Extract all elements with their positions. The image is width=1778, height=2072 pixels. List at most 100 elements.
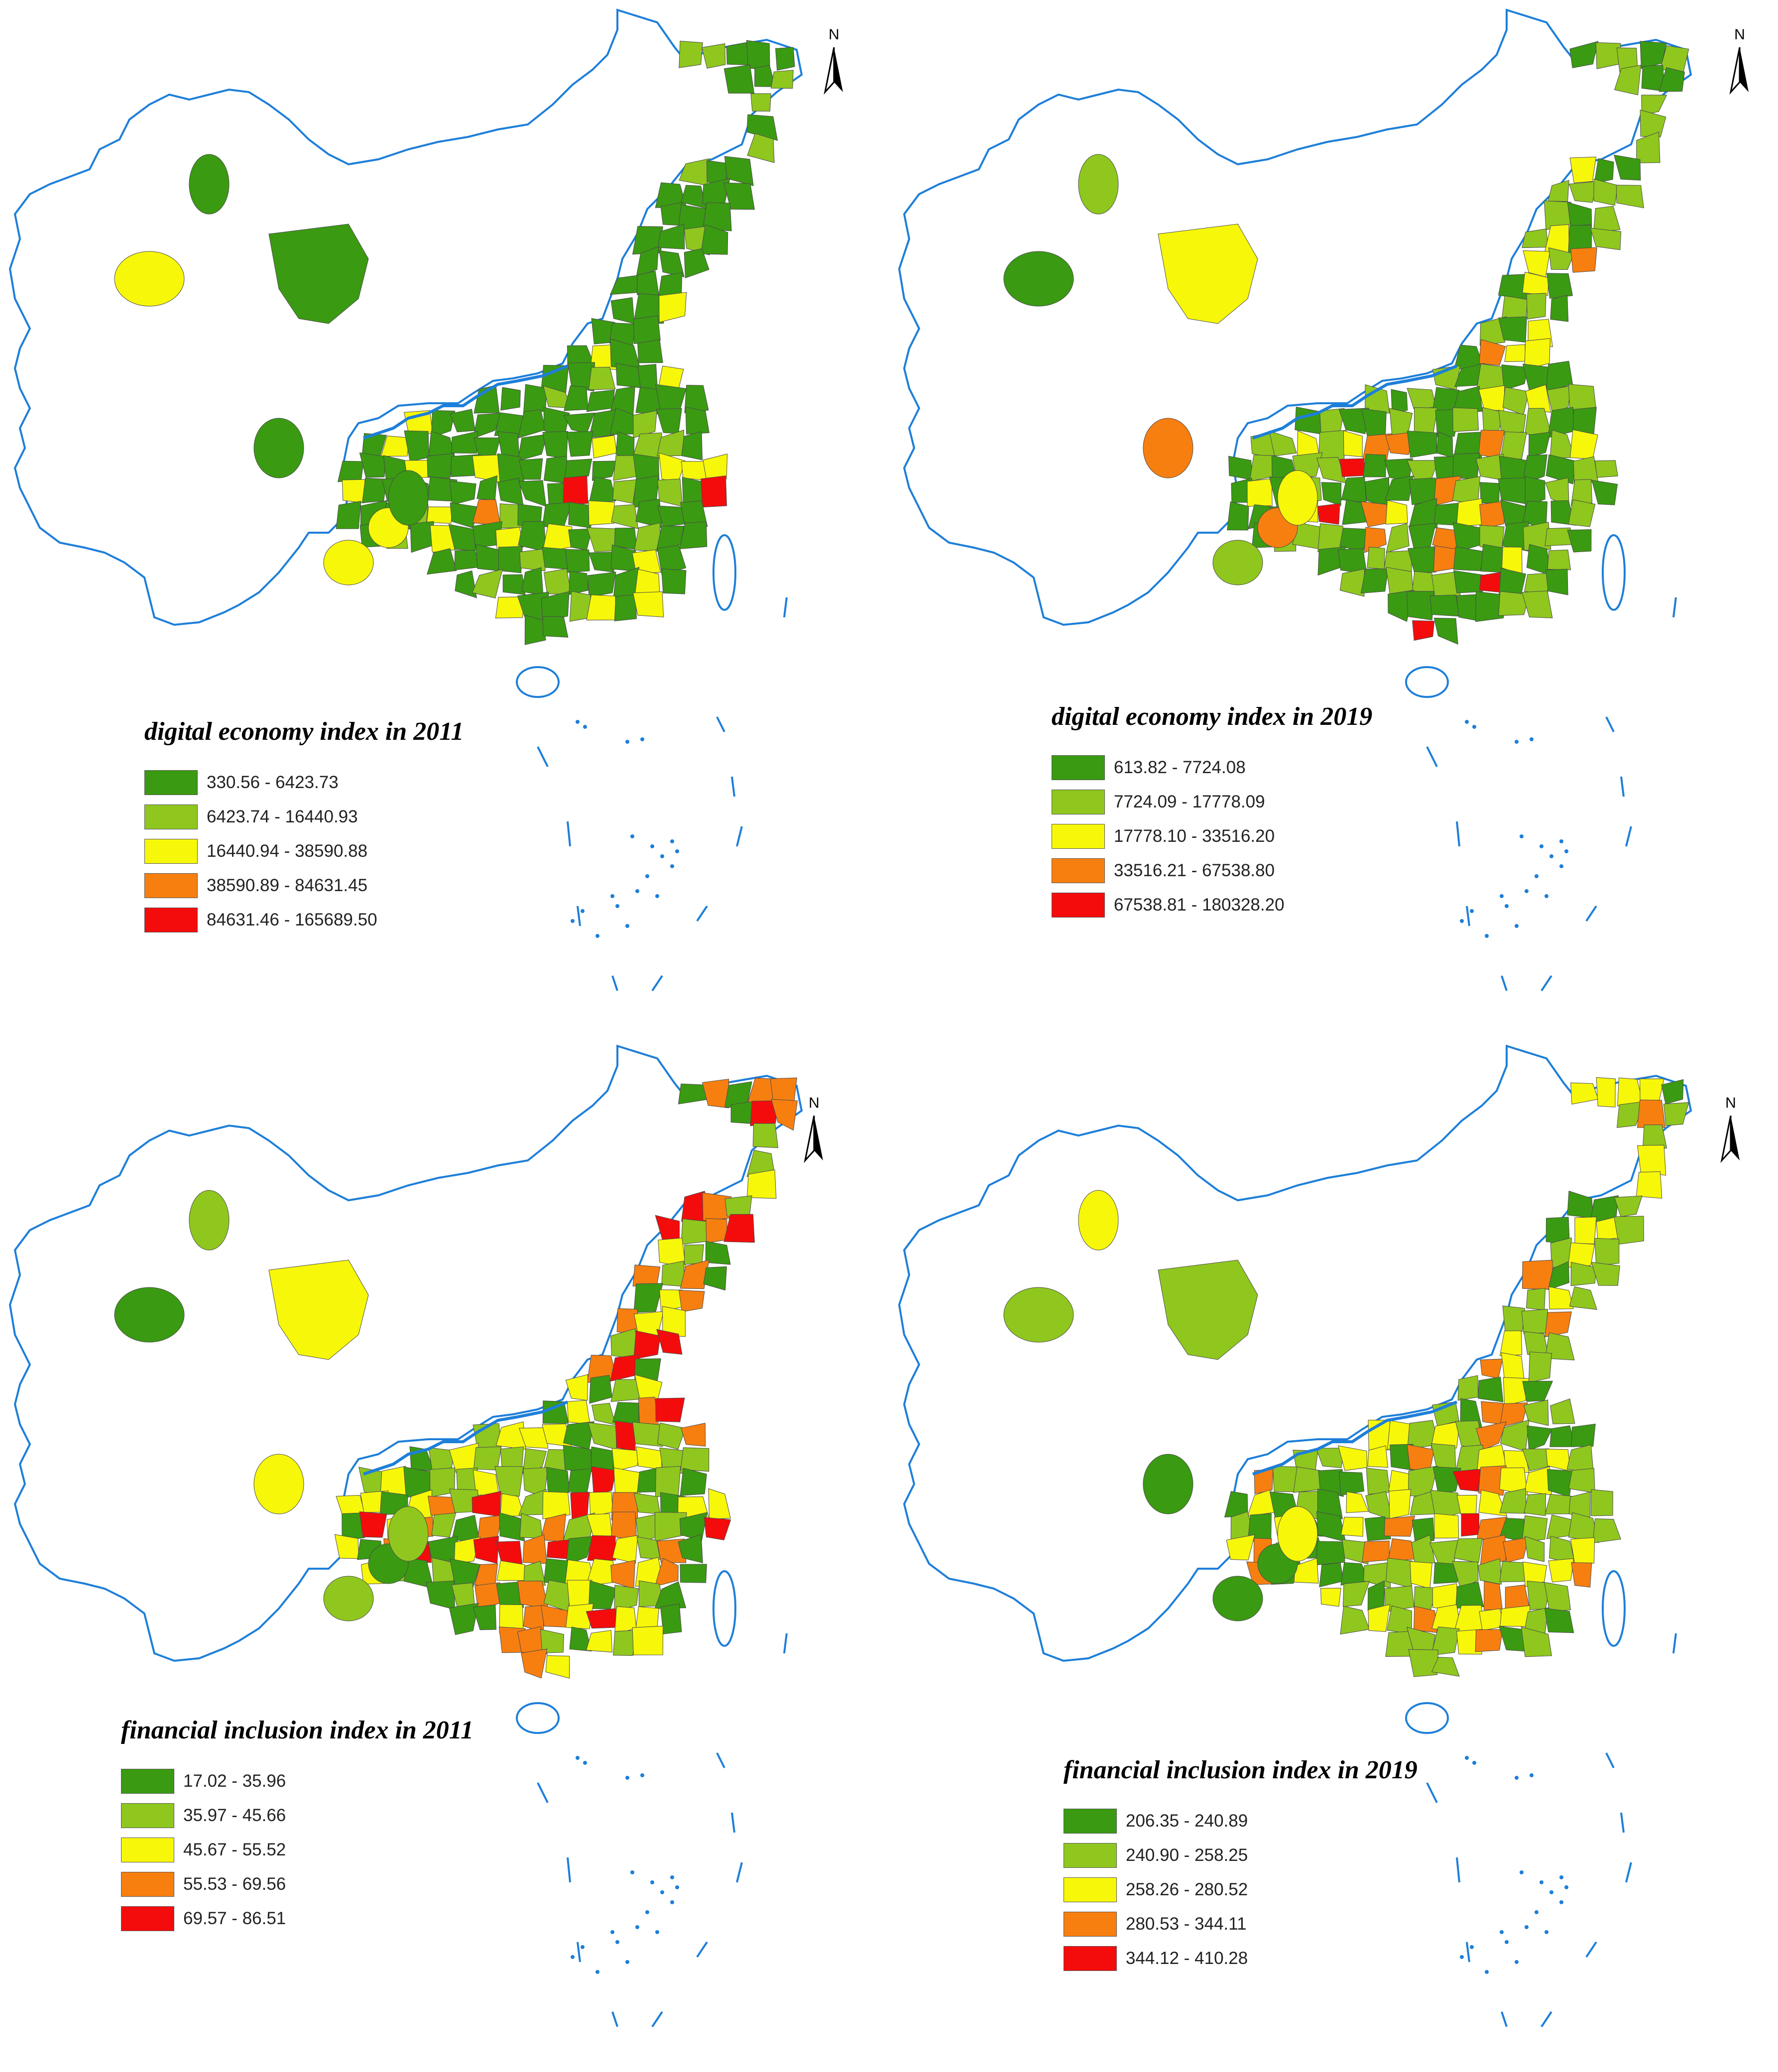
region-cell xyxy=(1368,1604,1391,1632)
region-cell xyxy=(1592,1518,1621,1543)
region-cell xyxy=(1543,200,1571,230)
region-cell xyxy=(586,1630,613,1653)
region-cell xyxy=(684,385,709,414)
region-cell xyxy=(659,452,686,483)
island-dot xyxy=(610,1930,614,1934)
taiwan-island xyxy=(712,534,736,611)
legend-item: 84631.46 - 165689.50 xyxy=(144,903,464,937)
island-dot xyxy=(1515,1960,1519,1964)
region-cell xyxy=(1346,1491,1369,1513)
island-dot xyxy=(670,864,674,868)
region-cell xyxy=(750,93,771,112)
map-panel-de2011: N digital economy index in 2011 330.56 -… xyxy=(0,0,889,1036)
region-cell xyxy=(1568,1468,1595,1494)
region-cell xyxy=(656,408,682,434)
region-cell xyxy=(1547,1261,1570,1290)
region-cell xyxy=(1339,458,1367,477)
region-cell xyxy=(380,1466,408,1496)
region-cell xyxy=(1593,206,1621,233)
nine-dash-line-segment xyxy=(783,597,788,618)
island-dot xyxy=(630,1870,634,1874)
region-cell xyxy=(566,1536,593,1566)
region-cell xyxy=(543,568,572,594)
taiwan-island xyxy=(712,1570,736,1647)
island-dot xyxy=(1530,1773,1534,1777)
region-cell xyxy=(449,480,476,505)
region-cell xyxy=(1501,295,1528,320)
legend-swatch xyxy=(121,1871,174,1897)
region-cell xyxy=(610,1379,641,1402)
region-cell xyxy=(499,1512,525,1541)
nine-dash-line-segment xyxy=(577,1942,581,1962)
region-cell xyxy=(632,549,661,574)
region-cell xyxy=(517,434,548,461)
region-cell xyxy=(659,250,685,278)
island-dot xyxy=(645,1910,649,1914)
island-dot xyxy=(1535,874,1539,878)
region-cell xyxy=(1596,1077,1616,1108)
region-cell xyxy=(476,475,498,501)
region-cell xyxy=(570,1492,590,1519)
legend-item: 17778.10 - 33516.20 xyxy=(1052,819,1372,853)
region-cell xyxy=(1522,1381,1553,1402)
island-dot xyxy=(595,934,599,938)
region-cell xyxy=(1663,1102,1689,1126)
region-cell xyxy=(706,1218,727,1244)
region-cell xyxy=(546,1467,570,1496)
island-dot xyxy=(571,919,575,923)
island-dot xyxy=(640,1773,644,1777)
legend-label: 35.97 - 45.66 xyxy=(183,1805,286,1825)
nine-dash-line-segment xyxy=(736,826,743,847)
legend-label: 55.53 - 69.56 xyxy=(183,1874,286,1894)
region-cell xyxy=(1567,202,1592,226)
region-cell xyxy=(1430,1443,1456,1470)
nine-dash-line-segment xyxy=(1672,597,1677,618)
map-layers xyxy=(8,1044,803,2028)
region-cell xyxy=(723,64,755,94)
region-cell xyxy=(1503,1377,1530,1406)
region-cell xyxy=(592,435,617,459)
region-cell xyxy=(474,385,500,414)
region-cell xyxy=(1614,1216,1644,1245)
region-cell xyxy=(589,552,615,573)
region-cell xyxy=(1320,1588,1341,1607)
region-cell xyxy=(589,1492,613,1517)
region-cell xyxy=(634,522,661,552)
hainan-island xyxy=(516,666,560,698)
legend-item: 55.53 - 69.56 xyxy=(121,1867,474,1901)
region-cell xyxy=(1408,1649,1438,1677)
region-cell xyxy=(472,569,503,599)
region-cell xyxy=(449,1603,479,1635)
region-cell xyxy=(613,1467,641,1496)
region-cell xyxy=(455,570,477,598)
region-cell xyxy=(473,1604,497,1630)
region-cell xyxy=(517,1626,548,1655)
region-cell xyxy=(1317,503,1340,525)
region-cell xyxy=(684,1244,704,1265)
region-cell xyxy=(1212,540,1263,585)
island-dot xyxy=(581,1945,585,1949)
region-cell xyxy=(1544,1608,1574,1633)
legend-label: 240.90 - 258.25 xyxy=(1126,1845,1248,1865)
region-cell xyxy=(1455,1581,1484,1609)
region-cell xyxy=(633,1283,663,1313)
island-dot xyxy=(1470,909,1474,913)
region-cell xyxy=(587,1535,616,1561)
region-cell xyxy=(1483,1581,1503,1611)
nine-dash-line-segment xyxy=(1501,975,1508,991)
north-label: N xyxy=(1734,26,1745,43)
map-panel-fi2011: N financial inclusion index in 2011 17.0… xyxy=(0,1036,889,2072)
island-dot xyxy=(645,874,649,878)
region-cell xyxy=(654,1558,679,1587)
region-cell xyxy=(1569,1286,1598,1310)
region-cell xyxy=(680,1260,710,1289)
nine-dash-line-segment xyxy=(577,906,581,926)
island-dot xyxy=(576,1756,580,1760)
region-cell xyxy=(388,470,429,526)
region-cell xyxy=(589,1375,612,1404)
island-dot xyxy=(1559,1900,1563,1904)
hainan-island xyxy=(1405,1702,1449,1734)
region-cell xyxy=(1456,498,1483,527)
region-cell xyxy=(703,202,732,231)
region-cell xyxy=(1365,1491,1393,1520)
